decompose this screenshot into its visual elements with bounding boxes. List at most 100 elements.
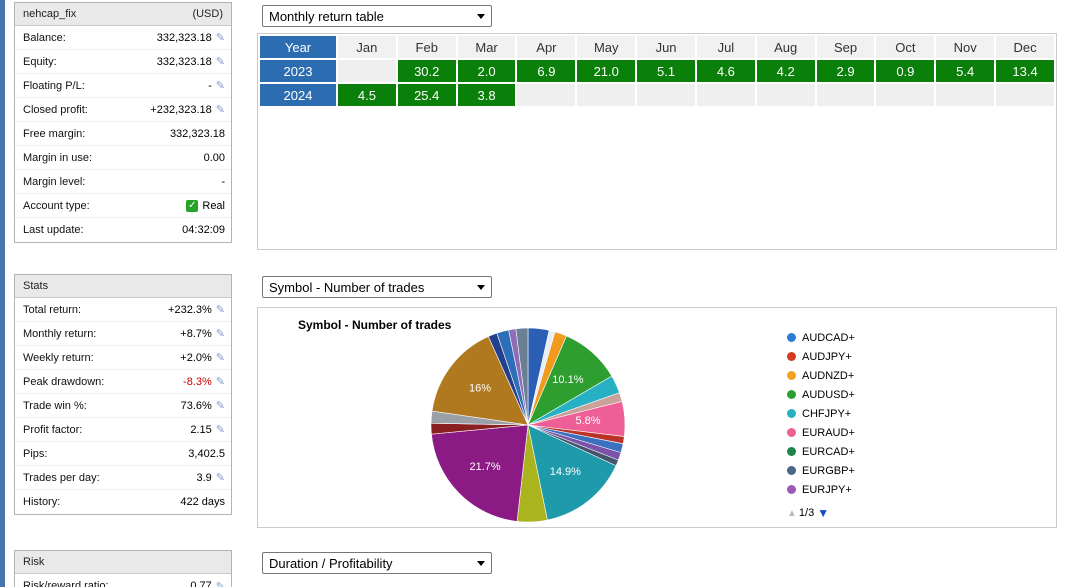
account-panel: nehcap_fix (USD) Balance: 332,323.18 ✎ Equi… [14, 2, 232, 243]
edit-icon[interactable]: ✎ [215, 304, 225, 316]
stat-row: Floating P/L: - ✎ [15, 74, 231, 98]
month-header-cell: Jan [338, 36, 396, 58]
stat-value: 0.77 [190, 580, 212, 587]
legend-color-dot [787, 333, 796, 342]
edit-icon[interactable]: ✎ [215, 400, 225, 412]
month-header-cell: May [577, 36, 636, 58]
month-value-cell: 0.9 [876, 60, 935, 82]
edit-icon[interactable]: ✎ [215, 580, 225, 587]
legend-label: EURGBP+ [802, 464, 855, 477]
legend-color-dot [787, 466, 796, 475]
edit-icon[interactable]: ✎ [215, 32, 225, 44]
month-header-cell: Oct [876, 36, 935, 58]
pie-slice-label: 10.1% [552, 374, 583, 386]
edit-icon[interactable]: ✎ [215, 56, 225, 68]
month-value-cell: 13.4 [996, 60, 1054, 82]
duration-chart-select[interactable]: Duration / Profitability [262, 552, 492, 574]
stat-row: Last update: 04:32:09 [15, 218, 231, 242]
legend-item: AUDNZD+ [787, 366, 855, 385]
legend-item: CHFJPY+ [787, 404, 855, 423]
month-value-cell [338, 60, 396, 82]
legend-color-dot [787, 485, 796, 494]
edit-icon[interactable]: ✎ [215, 424, 225, 436]
monthly-table-row: 2023 30.2 2.0 6.9 21.0 5.1 4.6 4.2 2.9 0.9 5.4 13.4 [260, 60, 1054, 82]
stat-label: Peak drawdown: [23, 375, 105, 388]
month-header-cell: Sep [816, 36, 875, 58]
stat-value: 332,323.18 [156, 31, 212, 44]
stats-panel-rows: Total return: +232.3% ✎ Monthly return: +8.7… [15, 298, 231, 514]
month-value-cell: 5.1 [637, 60, 695, 82]
stat-row: Closed profit: +232,323.18 ✎ [15, 98, 231, 122]
stat-value: 73.6% [180, 399, 212, 412]
legend-item: AUDUSD+ [787, 385, 855, 404]
legend-page-up-icon[interactable]: ▲ [787, 507, 797, 519]
monthly-return-widget: Year Jan Feb Mar Apr May Jun Jul Aug Sep Oct Nov Dec… [257, 33, 1057, 250]
stat-value-wrap: 0.77 ✎ [190, 580, 225, 587]
symbol-chart-select[interactable]: Symbol - Number of trades [262, 276, 492, 298]
month-header-cell: Feb [397, 36, 456, 58]
stat-value-wrap: 332,323.18 ✎ [156, 31, 225, 45]
edit-icon[interactable]: ✎ [215, 104, 225, 116]
risk-panel-rows: Risk/reward ratio: 0.77 ✎ [15, 574, 231, 587]
edit-icon[interactable]: ✎ [215, 376, 225, 388]
year-header-cell: Year [260, 36, 336, 58]
stat-row: Peak drawdown: -8.3% ✎ [15, 370, 231, 394]
stat-label: Monthly return: [23, 327, 97, 340]
stat-value: 04:32:09 [182, 224, 225, 236]
edit-icon[interactable]: ✎ [215, 80, 225, 92]
stat-row: Pips: 3,402.5 [15, 442, 231, 466]
stat-label: Margin in use: [23, 151, 93, 164]
legend-page-indicator: 1/3 [798, 507, 815, 519]
stat-label: History: [23, 496, 61, 508]
pie-slice-label: 5.8% [575, 415, 600, 427]
legend-color-dot [787, 390, 796, 399]
symbol-pie-widget: 10.1% 5.8% 14.9% 21.7% 16% Symbol - Number o… [257, 307, 1057, 528]
stat-row: History: 422 days [15, 490, 231, 514]
legend-item: EURCAD+ [787, 442, 855, 461]
legend-page-down-icon[interactable]: ▼ [817, 506, 830, 520]
risk-panel: Risk Risk/reward ratio: 0.77 ✎ [14, 550, 232, 587]
edit-icon[interactable]: ✎ [215, 472, 225, 484]
stat-row: Balance: 332,323.18 ✎ [15, 26, 231, 50]
legend-item: EURGBP+ [787, 461, 855, 480]
month-header-cell: Dec [996, 36, 1054, 58]
stat-row: Total return: +232.3% ✎ [15, 298, 231, 322]
pie-slice-label: 14.9% [550, 466, 581, 478]
stat-label: Risk/reward ratio: [23, 580, 109, 587]
monthly-return-select[interactable]: Monthly return table [262, 5, 492, 27]
edit-icon[interactable]: ✎ [215, 328, 225, 340]
month-value-cell [637, 84, 695, 106]
stat-label: Profit factor: [23, 423, 83, 436]
month-header-cell: Nov [936, 36, 995, 58]
stat-row: Trade win %: 73.6% ✎ [15, 394, 231, 418]
stat-row: Monthly return: +8.7% ✎ [15, 322, 231, 346]
stat-value-wrap: 332,323.18 ✎ [157, 55, 225, 69]
stats-panel: Stats Total return: +232.3% ✎ Monthly retur… [14, 274, 232, 515]
stat-value-wrap: - [221, 176, 225, 188]
stat-value: -8.3% [183, 375, 212, 388]
stat-row: Margin in use: 0.00 [15, 146, 231, 170]
stat-row: Trades per day: 3.9 ✎ [15, 466, 231, 490]
month-value-cell [816, 84, 875, 106]
legend-item: EURJPY+ [787, 480, 855, 499]
stat-value-wrap: ✓ Real [186, 199, 225, 212]
stat-value: - [208, 79, 212, 92]
stat-value-wrap: 73.6% ✎ [180, 399, 225, 413]
pie-slice [515, 327, 529, 426]
stat-value-wrap: +8.7% ✎ [180, 327, 225, 341]
monthly-return-table: Year Jan Feb Mar Apr May Jun Jul Aug Sep Oct Nov Dec… [258, 34, 1056, 108]
legend-item: AUDJPY+ [787, 347, 855, 366]
stat-value-wrap: 422 days [180, 496, 225, 508]
legend-color-dot [787, 352, 796, 361]
risk-panel-header: Risk [15, 551, 231, 574]
stat-value: +232.3% [168, 303, 212, 316]
month-value-cell: 4.5 [338, 84, 396, 106]
legend-label: AUDJPY+ [802, 350, 852, 363]
legend-label: AUDNZD+ [802, 369, 855, 382]
legend-label: CHFJPY+ [802, 407, 852, 420]
edit-icon[interactable]: ✎ [215, 352, 225, 364]
stat-value: +2.0% [180, 351, 212, 364]
stat-value: 3.9 [196, 471, 212, 484]
stat-row: Profit factor: 2.15 ✎ [15, 418, 231, 442]
